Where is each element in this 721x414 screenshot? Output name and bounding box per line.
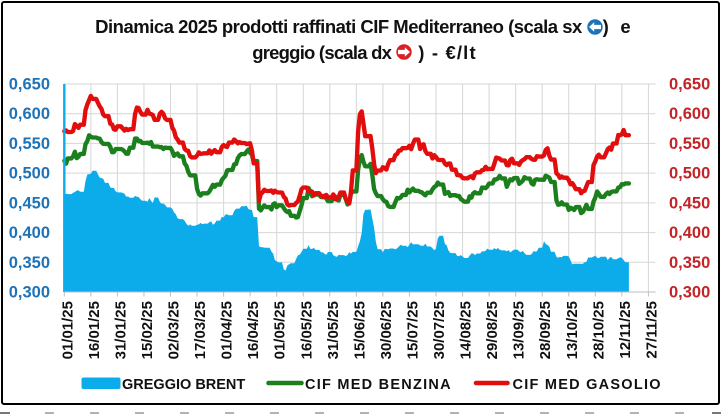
svg-text:16/05/25: 16/05/25 <box>298 301 315 359</box>
svg-text:0,450: 0,450 <box>669 194 710 212</box>
svg-text:15/07/25: 15/07/25 <box>404 301 421 359</box>
svg-text:27/11/25: 27/11/25 <box>643 301 660 359</box>
svg-text:31/01/25: 31/01/25 <box>112 301 129 359</box>
svg-text:0,600: 0,600 <box>669 105 710 123</box>
svg-text:29/08/25: 29/08/25 <box>484 301 501 359</box>
svg-text:16/01/25: 16/01/25 <box>86 301 103 359</box>
svg-text:28/10/25: 28/10/25 <box>590 301 607 359</box>
svg-text:15/02/25: 15/02/25 <box>139 301 156 359</box>
svg-text:CIF MED BENZINA: CIF MED BENZINA <box>305 377 452 393</box>
svg-text:31/05/25: 31/05/25 <box>325 301 342 359</box>
svg-text:0,550: 0,550 <box>9 135 50 153</box>
svg-text:0,650: 0,650 <box>669 76 710 94</box>
svg-text:01/05/25: 01/05/25 <box>272 301 289 359</box>
svg-text:0,500: 0,500 <box>669 165 710 183</box>
svg-text:14/08/25: 14/08/25 <box>458 301 475 359</box>
svg-text:01/01/25: 01/01/25 <box>59 301 76 359</box>
svg-text:0,550: 0,550 <box>669 135 710 153</box>
svg-text:30/07/25: 30/07/25 <box>431 301 448 359</box>
svg-text:28/09/25: 28/09/25 <box>537 301 554 359</box>
svg-text:30/06/25: 30/06/25 <box>378 301 395 359</box>
svg-text:CIF MED GASOLIO: CIF MED GASOLIO <box>513 377 662 393</box>
svg-text:16/04/25: 16/04/25 <box>245 301 262 359</box>
svg-text:0,350: 0,350 <box>669 254 710 272</box>
svg-text:0,350: 0,350 <box>9 254 50 272</box>
svg-text:0,600: 0,600 <box>9 105 50 123</box>
svg-text:02/03/25: 02/03/25 <box>166 301 183 359</box>
svg-text:15/06/25: 15/06/25 <box>351 301 368 359</box>
svg-text:0,400: 0,400 <box>669 224 710 242</box>
svg-text:13/09/25: 13/09/25 <box>511 301 528 359</box>
svg-text:12/11/25: 12/11/25 <box>617 301 634 359</box>
svg-text:01/04/25: 01/04/25 <box>219 301 236 359</box>
svg-text:0,500: 0,500 <box>9 165 50 183</box>
svg-text:GREGGIO BRENT: GREGGIO BRENT <box>122 377 245 393</box>
svg-text:0,450: 0,450 <box>9 194 50 212</box>
svg-text:17/03/25: 17/03/25 <box>192 301 209 359</box>
svg-text:13/10/25: 13/10/25 <box>564 301 581 359</box>
svg-text:0,300: 0,300 <box>669 284 710 302</box>
svg-text:0,650: 0,650 <box>9 76 50 94</box>
svg-text:0,300: 0,300 <box>9 284 50 302</box>
svg-text:0,400: 0,400 <box>9 224 50 242</box>
